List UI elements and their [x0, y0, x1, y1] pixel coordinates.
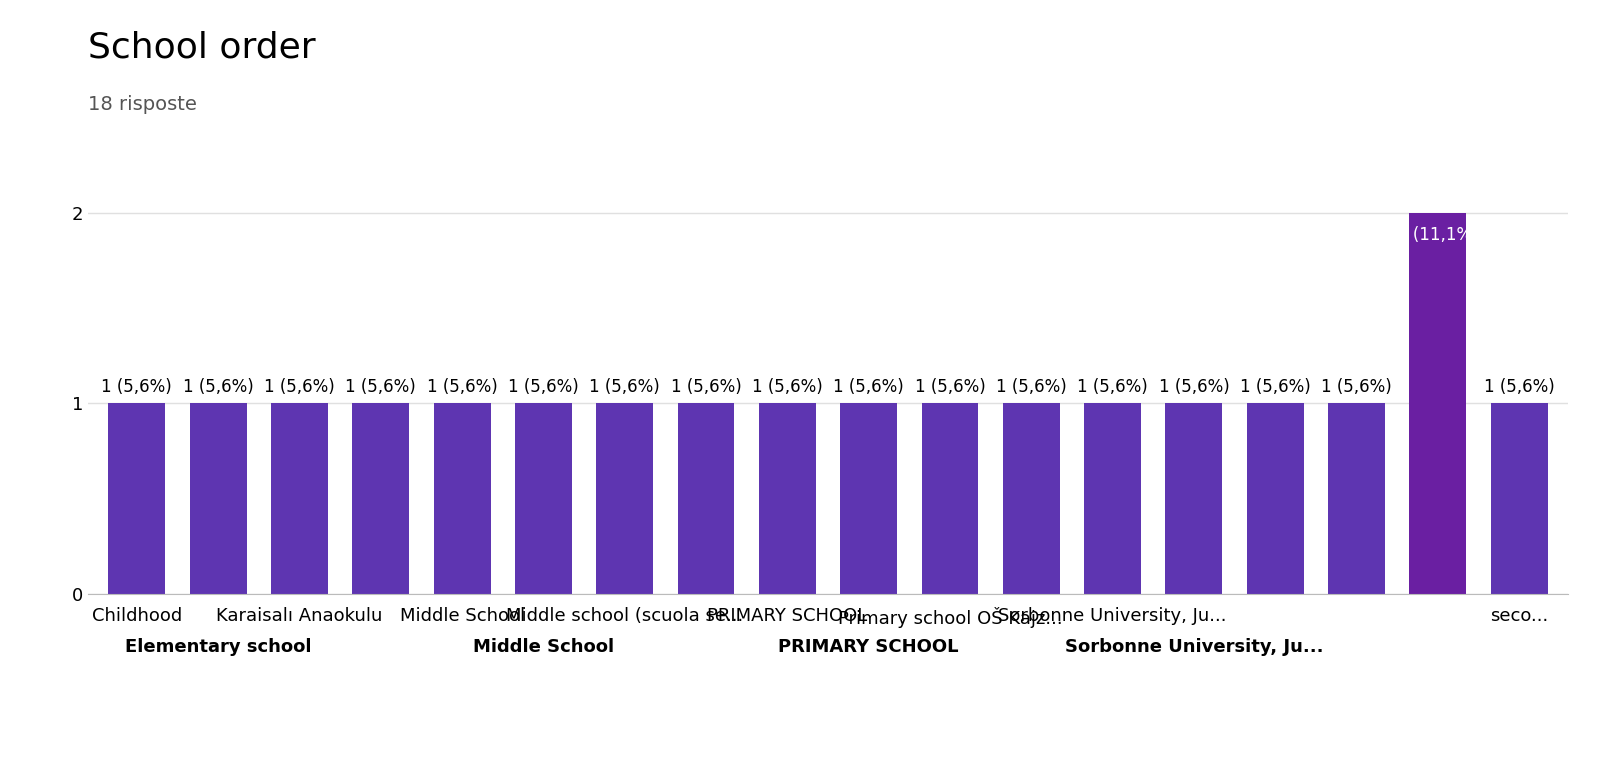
Text: Middle School: Middle School [400, 607, 525, 626]
Bar [434, 403, 491, 594]
Text: 1 (5,6%): 1 (5,6%) [1077, 377, 1147, 396]
Bar [922, 403, 979, 594]
Text: School order: School order [88, 30, 315, 65]
Text: 1 (5,6%): 1 (5,6%) [101, 377, 173, 396]
Bar [190, 403, 246, 594]
Text: 1 (5,6%): 1 (5,6%) [915, 377, 986, 396]
Text: 1 (5,6%): 1 (5,6%) [589, 377, 661, 396]
Text: 2 (11,1%): 2 (11,1%) [1397, 226, 1478, 244]
Bar [758, 403, 816, 594]
Text: PRIMARY SCHOOL: PRIMARY SCHOOL [707, 607, 867, 626]
Text: PRIMARY SCHOOL: PRIMARY SCHOOL [779, 638, 958, 656]
Bar [1003, 403, 1059, 594]
Text: Middle School: Middle School [474, 638, 614, 656]
Text: 1 (5,6%): 1 (5,6%) [1483, 377, 1555, 396]
Bar [840, 403, 898, 594]
Bar [597, 403, 653, 594]
Text: seco...: seco... [1490, 607, 1549, 626]
Bar [1328, 403, 1386, 594]
Text: 1 (5,6%): 1 (5,6%) [427, 377, 498, 396]
Bar [1491, 403, 1547, 594]
Bar [515, 403, 571, 594]
Text: 1 (5,6%): 1 (5,6%) [346, 377, 416, 396]
Bar [1165, 403, 1222, 594]
Text: Sorbonne University, Ju...: Sorbonne University, Ju... [1064, 638, 1323, 656]
Text: Elementary school: Elementary school [125, 638, 312, 656]
Text: Childhood: Childhood [91, 607, 182, 626]
Text: 1 (5,6%): 1 (5,6%) [1158, 377, 1229, 396]
Text: 1 (5,6%): 1 (5,6%) [995, 377, 1067, 396]
Text: 1 (5,6%): 1 (5,6%) [182, 377, 253, 396]
Text: Karaisalı Anaokulu: Karaisalı Anaokulu [216, 607, 382, 626]
Bar [677, 403, 734, 594]
Text: 1 (5,6%): 1 (5,6%) [670, 377, 741, 396]
Text: Primary school OŠ Kajz...: Primary school OŠ Kajz... [838, 607, 1062, 629]
Bar [109, 403, 165, 594]
Text: 1 (5,6%): 1 (5,6%) [509, 377, 579, 396]
Text: Middle school (scuola se...: Middle school (scuola se... [506, 607, 744, 626]
Text: 1 (5,6%): 1 (5,6%) [752, 377, 822, 396]
Bar [352, 403, 410, 594]
Text: 1 (5,6%): 1 (5,6%) [834, 377, 904, 396]
Bar [1246, 403, 1304, 594]
Text: 1 (5,6%): 1 (5,6%) [264, 377, 334, 396]
Bar [1085, 403, 1141, 594]
Text: 1 (5,6%): 1 (5,6%) [1240, 377, 1310, 396]
Bar [1410, 213, 1466, 594]
Text: 18 risposte: 18 risposte [88, 95, 197, 114]
Bar [270, 403, 328, 594]
Text: 1 (5,6%): 1 (5,6%) [1322, 377, 1392, 396]
Text: Sorbonne University, Ju...: Sorbonne University, Ju... [998, 607, 1227, 626]
